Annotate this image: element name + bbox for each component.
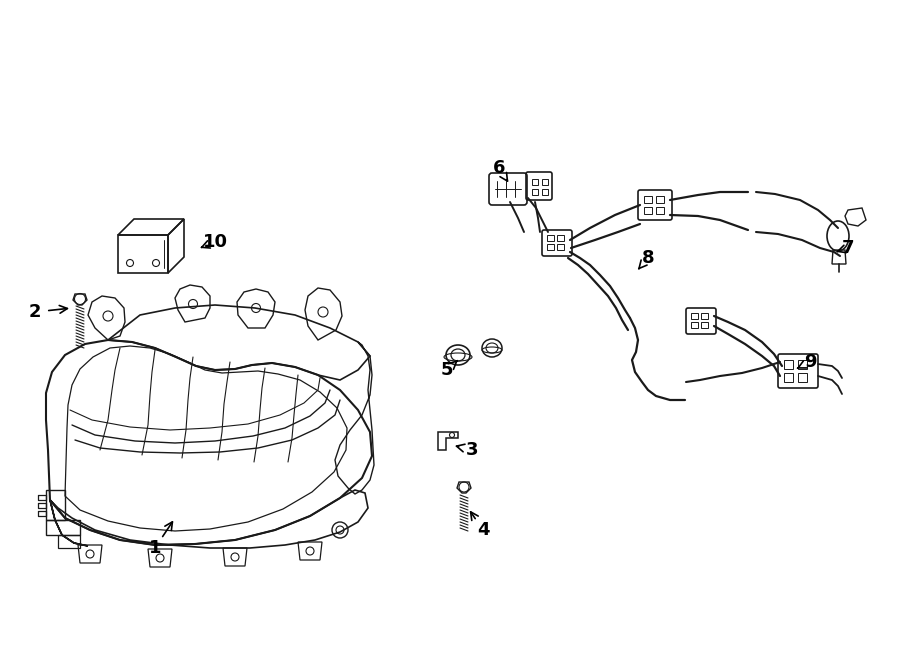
Bar [542,189,548,195]
Text: 4: 4 [477,521,490,539]
Text: 10: 10 [202,233,228,251]
Bar [798,360,807,369]
Text: 5: 5 [441,361,454,379]
Bar [798,373,807,382]
Bar [784,373,793,382]
Text: 8: 8 [642,249,654,267]
Bar [644,207,652,214]
Text: 1: 1 [148,539,161,557]
Bar [701,313,708,319]
Bar [547,244,554,250]
Text: 9: 9 [804,353,816,371]
Bar [557,235,564,241]
Text: 7: 7 [842,239,854,257]
Bar [656,207,664,214]
Bar [532,189,538,195]
Text: 2: 2 [29,303,41,321]
Bar [547,235,554,241]
Text: 3: 3 [466,441,478,459]
Bar [542,179,548,185]
Bar [644,196,652,203]
Bar [691,322,698,328]
Bar [701,322,708,328]
Bar [691,313,698,319]
Bar [557,244,564,250]
Bar [784,360,793,369]
Bar [532,179,538,185]
Text: 6: 6 [493,159,505,177]
Bar [656,196,664,203]
